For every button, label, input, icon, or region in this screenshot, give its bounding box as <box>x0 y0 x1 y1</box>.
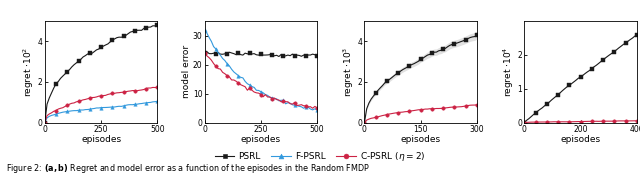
X-axis label: episodes: episodes <box>81 135 121 144</box>
X-axis label: episodes: episodes <box>401 135 441 144</box>
Legend: PSRL, F-PSRL, C-PSRL ($\eta = 2$): PSRL, F-PSRL, C-PSRL ($\eta = 2$) <box>211 147 429 167</box>
X-axis label: episodes: episodes <box>561 135 600 144</box>
Text: Figure 2: $\bf{(a,b)}$ Regret and model error as a function of the episodes in t: Figure 2: $\bf{(a,b)}$ Regret and model … <box>6 162 371 175</box>
Y-axis label: regret $\cdot 10^2$: regret $\cdot 10^2$ <box>22 47 36 97</box>
Y-axis label: regret $\cdot 10^4$: regret $\cdot 10^4$ <box>502 46 516 97</box>
Y-axis label: regret $\cdot 10^3$: regret $\cdot 10^3$ <box>342 47 356 97</box>
Y-axis label: model error: model error <box>182 45 191 98</box>
X-axis label: episodes: episodes <box>241 135 281 144</box>
